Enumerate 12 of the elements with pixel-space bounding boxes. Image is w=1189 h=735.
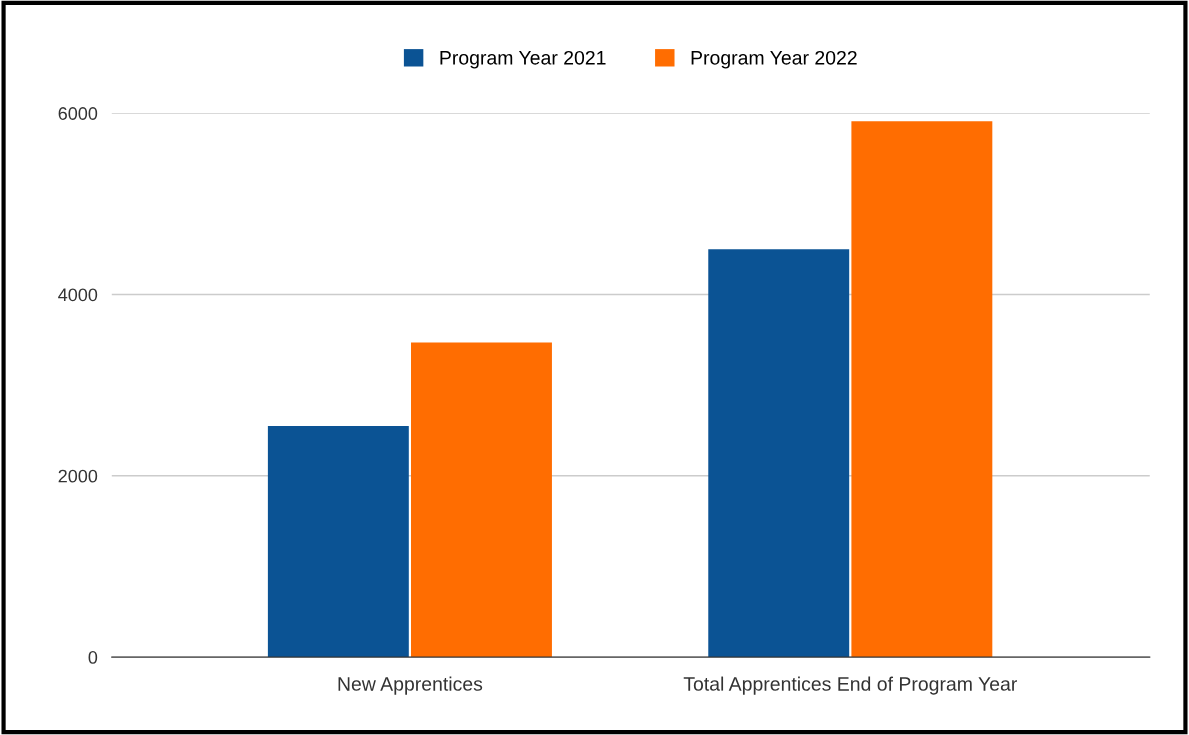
x-tick-label: Total Apprentices End of Program Year bbox=[683, 676, 1017, 695]
bar bbox=[851, 121, 993, 658]
bar bbox=[267, 425, 409, 658]
y-tick-label: 6000 bbox=[58, 107, 98, 120]
y-tick-label: 2000 bbox=[58, 469, 98, 483]
y-tick-label: 0 bbox=[88, 651, 98, 664]
y-tick-label: 4000 bbox=[58, 288, 98, 302]
bar bbox=[708, 249, 850, 658]
legend-label: Program Year 2021 bbox=[440, 50, 606, 69]
bar bbox=[411, 342, 552, 658]
legend-label: Program Year 2022 bbox=[691, 50, 857, 69]
x-tick-label: New Apprentices bbox=[338, 676, 483, 695]
